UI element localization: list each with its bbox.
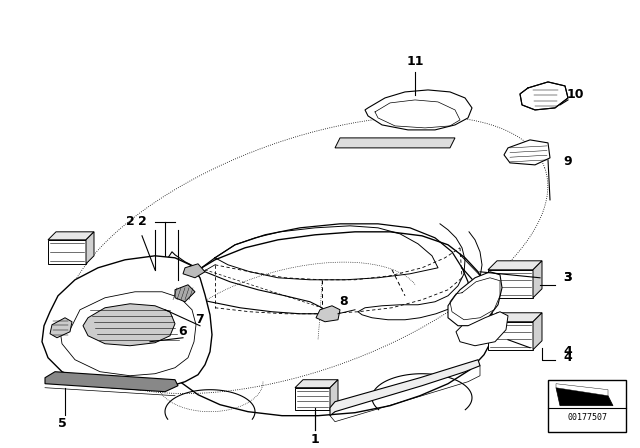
- Text: 2: 2: [125, 215, 134, 228]
- Polygon shape: [295, 388, 330, 409]
- Polygon shape: [316, 306, 340, 322]
- Polygon shape: [335, 138, 455, 148]
- Text: 7: 7: [196, 313, 204, 326]
- Text: 5: 5: [58, 417, 67, 430]
- Polygon shape: [533, 313, 542, 350]
- Text: 3: 3: [564, 271, 572, 284]
- Polygon shape: [83, 304, 175, 346]
- Polygon shape: [448, 272, 502, 326]
- Polygon shape: [330, 380, 338, 409]
- Polygon shape: [556, 383, 608, 396]
- Polygon shape: [456, 312, 508, 346]
- Polygon shape: [183, 264, 205, 278]
- Polygon shape: [42, 256, 212, 390]
- Text: 3: 3: [564, 271, 572, 284]
- Polygon shape: [488, 261, 542, 270]
- Polygon shape: [48, 232, 94, 240]
- Polygon shape: [330, 360, 480, 416]
- Polygon shape: [175, 285, 195, 302]
- Text: 1: 1: [310, 433, 319, 446]
- Text: 4: 4: [564, 351, 572, 364]
- Polygon shape: [48, 240, 86, 264]
- Text: 00177507: 00177507: [567, 413, 607, 422]
- Text: 2: 2: [138, 215, 147, 228]
- Polygon shape: [488, 313, 542, 322]
- Polygon shape: [50, 318, 72, 338]
- Polygon shape: [365, 90, 472, 130]
- Text: 11: 11: [406, 56, 424, 69]
- Polygon shape: [86, 232, 94, 264]
- Polygon shape: [45, 372, 178, 392]
- Polygon shape: [520, 82, 568, 110]
- Polygon shape: [504, 140, 550, 165]
- Text: 4: 4: [564, 345, 572, 358]
- Polygon shape: [556, 388, 613, 406]
- Polygon shape: [488, 322, 533, 350]
- Polygon shape: [533, 261, 542, 298]
- Text: 8: 8: [340, 295, 348, 308]
- Text: 9: 9: [564, 155, 572, 168]
- Polygon shape: [488, 270, 533, 298]
- Text: 10: 10: [566, 88, 584, 101]
- Bar: [548, 380, 626, 432]
- Polygon shape: [295, 380, 338, 388]
- Text: 6: 6: [179, 325, 188, 338]
